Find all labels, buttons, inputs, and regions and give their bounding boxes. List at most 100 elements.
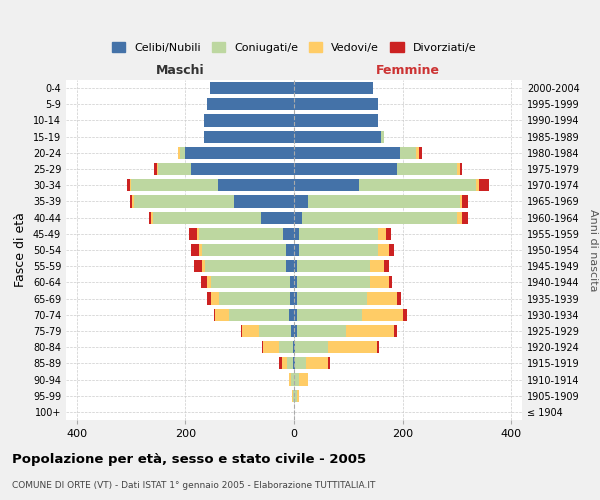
Bar [263, 341, 280, 353]
Bar [383, 260, 389, 272]
Bar [400, 147, 416, 159]
Bar [397, 163, 457, 175]
Bar [378, 244, 389, 256]
Bar [306, 358, 328, 370]
Bar [215, 308, 229, 321]
Bar [419, 147, 422, 159]
Bar [294, 260, 297, 272]
Bar [289, 308, 294, 321]
Bar [201, 276, 206, 288]
Legend: Celibi/Nubili, Coniugati/e, Vedovi/e, Divorziati/e: Celibi/Nubili, Coniugati/e, Vedovi/e, Di… [107, 38, 481, 58]
Bar [294, 212, 302, 224]
Bar [294, 147, 400, 159]
Bar [290, 276, 294, 288]
Bar [282, 358, 287, 370]
Bar [462, 196, 468, 207]
Bar [280, 358, 282, 370]
Bar [292, 390, 293, 402]
Bar [389, 244, 394, 256]
Bar [211, 276, 290, 288]
Bar [149, 212, 151, 224]
Bar [362, 308, 403, 321]
Bar [295, 341, 328, 353]
Bar [290, 292, 294, 304]
Bar [294, 244, 299, 256]
Bar [199, 244, 202, 256]
Bar [189, 228, 197, 240]
Y-axis label: Fasce di età: Fasce di età [14, 212, 27, 288]
Bar [294, 341, 295, 353]
Bar [294, 179, 359, 192]
Text: Popolazione per età, sesso e stato civile - 2005: Popolazione per età, sesso e stato civil… [12, 452, 366, 466]
Bar [286, 244, 294, 256]
Bar [131, 179, 218, 192]
Bar [287, 358, 293, 370]
Bar [134, 196, 234, 207]
Bar [206, 292, 211, 304]
Bar [370, 276, 389, 288]
Bar [157, 163, 158, 175]
Bar [370, 260, 383, 272]
Text: Femmine: Femmine [376, 64, 440, 77]
Bar [294, 276, 297, 288]
Bar [299, 228, 378, 240]
Bar [294, 196, 308, 207]
Bar [202, 260, 205, 272]
Bar [205, 130, 294, 142]
Bar [294, 98, 378, 110]
Bar [219, 292, 290, 304]
Bar [207, 98, 294, 110]
Bar [302, 212, 457, 224]
Bar [130, 196, 132, 207]
Bar [286, 260, 294, 272]
Bar [293, 358, 294, 370]
Bar [218, 179, 294, 192]
Bar [378, 228, 386, 240]
Bar [154, 163, 157, 175]
Bar [299, 374, 308, 386]
Bar [460, 196, 462, 207]
Bar [229, 308, 289, 321]
Bar [460, 163, 462, 175]
Bar [211, 292, 219, 304]
Bar [403, 308, 407, 321]
Bar [191, 244, 199, 256]
Bar [308, 196, 460, 207]
Bar [328, 341, 377, 353]
Bar [294, 308, 297, 321]
Bar [297, 308, 362, 321]
Bar [280, 341, 293, 353]
Bar [294, 130, 381, 142]
Bar [377, 341, 379, 353]
Bar [294, 358, 295, 370]
Bar [234, 196, 294, 207]
Bar [153, 212, 262, 224]
Bar [178, 147, 180, 159]
Bar [242, 325, 259, 337]
Bar [386, 228, 391, 240]
Bar [180, 147, 185, 159]
Bar [299, 244, 378, 256]
Bar [262, 212, 294, 224]
Bar [199, 228, 283, 240]
Bar [197, 228, 199, 240]
Bar [416, 147, 419, 159]
Bar [294, 292, 297, 304]
Bar [283, 228, 294, 240]
Bar [206, 276, 211, 288]
Bar [294, 374, 299, 386]
Bar [294, 228, 299, 240]
Bar [130, 179, 131, 192]
Bar [127, 179, 130, 192]
Text: COMUNE DI ORTE (VT) - Dati ISTAT 1° gennaio 2005 - Elaborazione TUTTITALIA.IT: COMUNE DI ORTE (VT) - Dati ISTAT 1° genn… [12, 481, 376, 490]
Bar [297, 325, 346, 337]
Bar [295, 358, 306, 370]
Bar [394, 325, 397, 337]
Bar [291, 325, 294, 337]
Bar [205, 260, 286, 272]
Bar [381, 130, 383, 142]
Bar [205, 114, 294, 126]
Bar [294, 163, 397, 175]
Bar [294, 82, 373, 94]
Bar [297, 292, 367, 304]
